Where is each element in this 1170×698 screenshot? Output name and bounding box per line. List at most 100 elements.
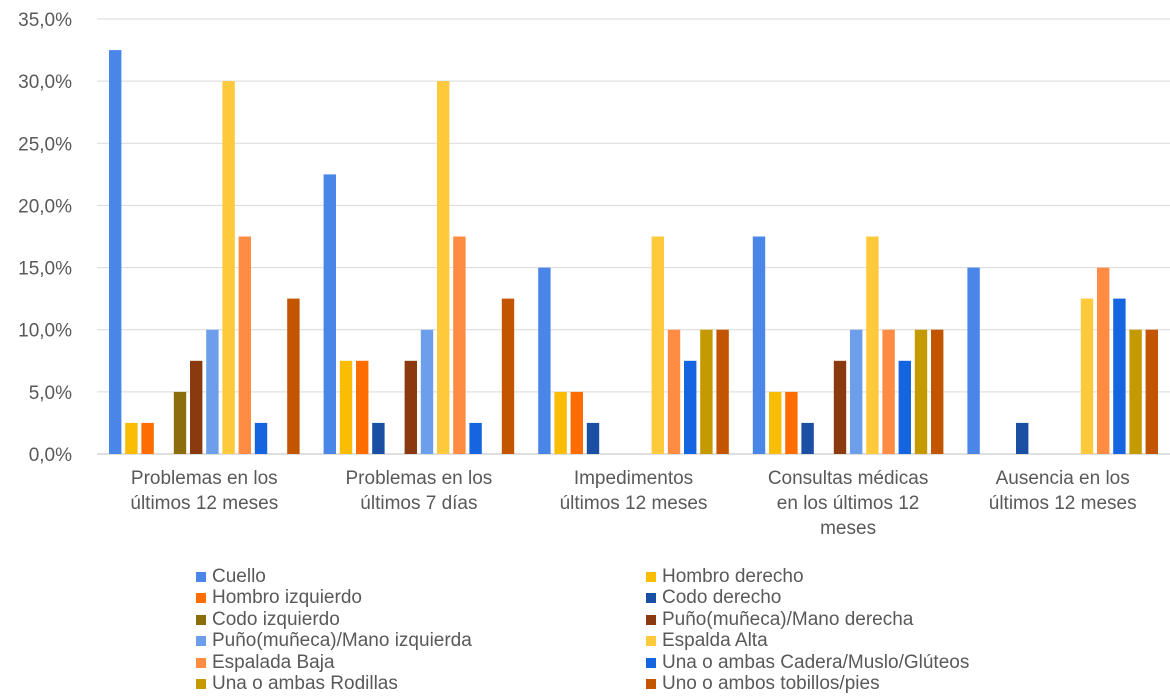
legend-label: Cuello: [212, 565, 266, 587]
y-tick-label: 15,0%: [18, 259, 72, 280]
legend-swatch: [196, 679, 206, 690]
bar: [190, 360, 203, 454]
y-tick-label: 30,0%: [18, 72, 72, 93]
bar: [1097, 267, 1110, 454]
legend-label: Una o ambas Rodillas: [212, 673, 398, 695]
bar: [667, 329, 681, 454]
bar: [222, 81, 235, 454]
bar: [554, 391, 567, 454]
legend-swatch: [196, 636, 206, 647]
bar: [501, 298, 515, 454]
bar: [1145, 329, 1158, 454]
legend-label: Hombro izquierdo: [212, 587, 362, 609]
category-label: Impedimentos: [574, 468, 693, 489]
bar: [651, 236, 664, 454]
legend-swatch: [646, 636, 656, 647]
bar: [287, 298, 300, 454]
legend-label: Uno o ambos tobillos/pies: [662, 673, 880, 695]
bar: [1129, 329, 1142, 454]
bar: [254, 422, 268, 454]
bar: [833, 360, 847, 454]
bar: [469, 422, 482, 454]
legend-label: Espalada Baja: [212, 651, 335, 673]
category-label: últimos 7 días: [360, 493, 477, 514]
bar: [967, 267, 980, 454]
bar: [109, 50, 122, 454]
y-tick-label: 10,0%: [18, 321, 72, 342]
bar: [141, 422, 154, 454]
legend-label: Una o ambas Cadera/Muslo/Glúteos: [662, 651, 970, 673]
category-label: meses: [820, 518, 876, 539]
legend-label: Codo izquierdo: [212, 608, 340, 630]
legend-item: Codo izquierdo: [196, 609, 646, 631]
bar: [1113, 298, 1126, 454]
bar: [882, 329, 895, 454]
y-tick-label: 20,0%: [18, 196, 72, 217]
bar: [238, 236, 251, 454]
bar: [206, 329, 219, 454]
bar: [538, 267, 551, 454]
legend-swatch: [196, 571, 206, 582]
bar: [339, 360, 353, 454]
chart-legend: Cuello Hombro derecho Hombro izquierdo Codo…: [196, 566, 1096, 695]
legend-item: Cuello: [196, 566, 646, 588]
legend-swatch: [646, 571, 656, 582]
bar: [716, 329, 729, 454]
legend-swatch: [646, 593, 656, 604]
legend-item: Una o ambas Rodillas: [196, 673, 646, 696]
legend-item: Hombro izquierdo: [196, 587, 646, 610]
legend-label: Codo derecho: [662, 587, 782, 609]
bar: [866, 236, 879, 454]
legend-label: Puño(muñeca)/Mano derecha: [662, 608, 914, 630]
bar: [323, 174, 336, 454]
bar: [586, 422, 600, 454]
legend-item: Codo derecho: [646, 587, 1096, 610]
legend-swatch: [646, 657, 656, 668]
bar: [420, 329, 434, 454]
legend-swatch: [196, 657, 206, 668]
y-tick-label: 25,0%: [18, 134, 72, 155]
bar: [1080, 298, 1094, 454]
category-label: últimos 12 meses: [560, 493, 708, 514]
bar: [453, 236, 466, 454]
bar: [785, 391, 798, 454]
category-label: Ausencia en los: [996, 468, 1130, 489]
y-tick-label: 0,0%: [29, 445, 72, 466]
legend-swatch: [646, 679, 656, 690]
category-label: Problemas en los: [346, 468, 493, 489]
y-tick-label: 5,0%: [29, 383, 72, 404]
legend-item: Puño(muñeca)/Mano derecha: [646, 609, 1096, 631]
legend-item: Puño(muñeca)/Mano izquierda: [196, 630, 646, 653]
bar: [700, 329, 713, 454]
bar: [356, 360, 369, 454]
bar: [372, 422, 385, 454]
bar: [404, 360, 417, 454]
bar: [898, 360, 911, 454]
bar-chart: 0,0% 5,0% 10,0% 15,0% 20,0% 25,0% 30,0% 35,0% Pr…: [18, 10, 1170, 539]
bar: [1016, 422, 1029, 454]
bar: [752, 236, 766, 454]
legend-item: Espalda Alta: [646, 630, 1096, 653]
bar: [570, 391, 583, 454]
legend-item: Hombro derecho: [646, 566, 1096, 588]
bar: [850, 329, 863, 454]
legend-item: Una o ambas Cadera/Muslo/Glúteos: [646, 652, 1096, 674]
legend-label: Espalda Alta: [662, 630, 768, 652]
legend-swatch: [196, 593, 206, 604]
category-label: Consultas médicas: [768, 468, 929, 489]
legend-label: Hombro derecho: [662, 565, 804, 587]
bar: [801, 422, 814, 454]
bar: [769, 391, 782, 454]
legend-swatch: [646, 614, 656, 625]
category-label: Problemas en los: [131, 468, 278, 489]
bar: [173, 391, 187, 454]
bar: [914, 329, 928, 454]
bar: [437, 81, 450, 454]
category-label: en los últimos 12: [777, 493, 920, 514]
bar: [931, 329, 944, 454]
legend-item: Espalada Baja: [196, 652, 646, 674]
category-label: últimos 12 meses: [989, 493, 1137, 514]
bar: [125, 422, 138, 454]
legend-item: Uno o ambos tobillos/pies: [646, 673, 1096, 696]
y-tick-label: 35,0%: [18, 10, 72, 31]
